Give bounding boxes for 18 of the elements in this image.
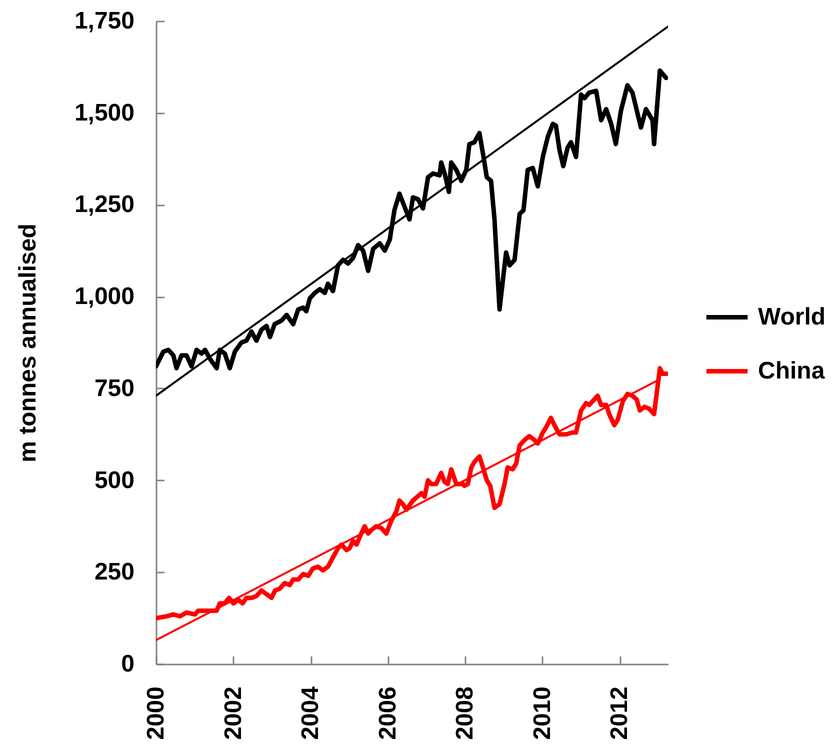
x-tick-label: 2000 [142, 686, 170, 740]
x-tick-label: 2002 [220, 686, 247, 740]
legend-label: World [758, 303, 826, 330]
legend-label: China [758, 357, 826, 384]
y-axis-title: m tonnes annualised [14, 224, 42, 462]
x-tick-label: 2004 [297, 686, 324, 740]
x-tick-label: 2006 [374, 686, 402, 740]
y-tick-label: 250 [94, 558, 134, 586]
y-tick-label: 1,000 [74, 283, 134, 310]
y-tick-label: 500 [94, 466, 134, 494]
x-tick-label: 2008 [452, 686, 479, 740]
y-tick-label: 0 [121, 650, 134, 678]
x-tick-label: 2012 [606, 686, 634, 740]
y-tick-label: 1,500 [74, 99, 134, 126]
y-tick-label: 1,250 [74, 191, 134, 218]
y-tick-label: 750 [94, 374, 134, 402]
x-tick-label: 2010 [528, 686, 556, 740]
y-tick-label: 1,750 [74, 8, 134, 34]
